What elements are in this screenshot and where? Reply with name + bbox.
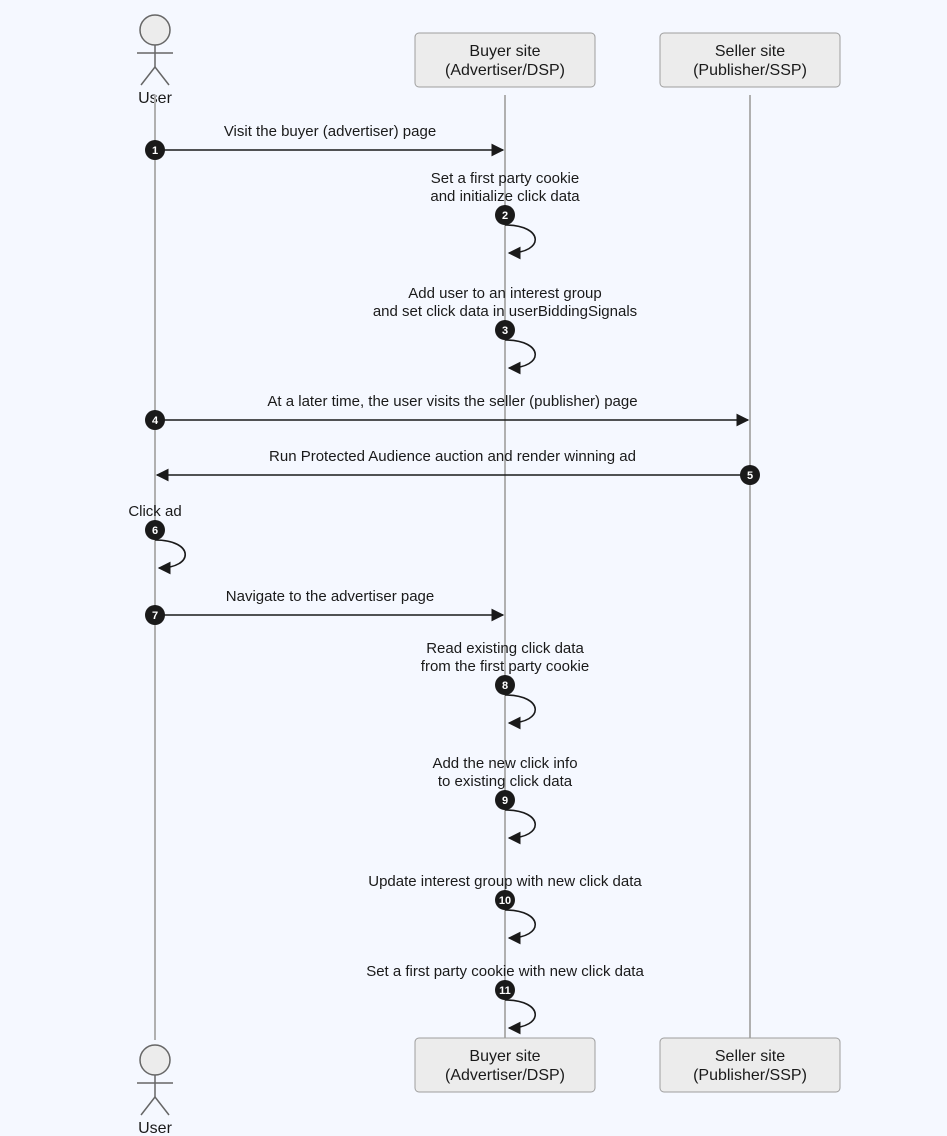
svg-text:11: 11 bbox=[499, 985, 511, 997]
svg-text:1: 1 bbox=[152, 145, 158, 157]
svg-text:Seller site: Seller site bbox=[715, 43, 785, 60]
lane-header-buyer: Buyer site (Advertiser/DSP) bbox=[415, 33, 595, 87]
lane-footer-buyer: Buyer site (Advertiser/DSP) bbox=[415, 1038, 595, 1092]
svg-text:and initialize click data: and initialize click data bbox=[430, 188, 580, 205]
svg-text:Navigate to the advertiser pag: Navigate to the advertiser page bbox=[226, 588, 434, 605]
svg-text:5: 5 bbox=[747, 470, 753, 482]
svg-text:User: User bbox=[138, 1120, 172, 1136]
svg-text:and set click data in userBidd: and set click data in userBiddingSignals bbox=[373, 303, 637, 320]
svg-text:Seller site: Seller site bbox=[715, 1048, 785, 1065]
svg-text:10: 10 bbox=[499, 895, 511, 907]
svg-text:6: 6 bbox=[152, 525, 158, 537]
svg-text:7: 7 bbox=[152, 610, 158, 622]
svg-text:8: 8 bbox=[502, 680, 508, 692]
svg-text:3: 3 bbox=[502, 325, 508, 337]
svg-text:Set a first party cookie: Set a first party cookie bbox=[431, 170, 579, 187]
svg-text:2: 2 bbox=[502, 210, 508, 222]
svg-text:(Advertiser/DSP): (Advertiser/DSP) bbox=[445, 1067, 565, 1084]
svg-text:(Advertiser/DSP): (Advertiser/DSP) bbox=[445, 62, 565, 79]
svg-text:(Publisher/SSP): (Publisher/SSP) bbox=[693, 62, 807, 79]
svg-text:Add the new click info: Add the new click info bbox=[432, 755, 577, 772]
svg-text:Set a first party cookie with: Set a first party cookie with new click … bbox=[366, 963, 644, 980]
svg-text:Update interest group with new: Update interest group with new click dat… bbox=[368, 873, 642, 890]
lane-header-seller: Seller site (Publisher/SSP) bbox=[660, 33, 840, 87]
svg-text:from the first party cookie: from the first party cookie bbox=[421, 658, 589, 675]
svg-text:Buyer site: Buyer site bbox=[469, 43, 540, 60]
svg-text:Read existing click data: Read existing click data bbox=[426, 640, 584, 657]
svg-text:Visit the buyer (advertiser) p: Visit the buyer (advertiser) page bbox=[224, 123, 436, 140]
svg-text:At a later time, the user visi: At a later time, the user visits the sel… bbox=[267, 393, 637, 410]
sequence-diagram: User Buyer site (Advertiser/DSP) Seller sit… bbox=[0, 0, 947, 1136]
svg-text:4: 4 bbox=[152, 415, 159, 427]
svg-text:9: 9 bbox=[502, 795, 508, 807]
svg-text:Click ad: Click ad bbox=[128, 503, 181, 520]
svg-text:Add user to an interest group: Add user to an interest group bbox=[408, 285, 601, 302]
svg-text:Run Protected Audience auction: Run Protected Audience auction and rende… bbox=[269, 448, 636, 465]
svg-text:to existing click data: to existing click data bbox=[438, 773, 573, 790]
svg-text:(Publisher/SSP): (Publisher/SSP) bbox=[693, 1067, 807, 1084]
svg-text:Buyer site: Buyer site bbox=[469, 1048, 540, 1065]
lane-footer-seller: Seller site (Publisher/SSP) bbox=[660, 1038, 840, 1092]
